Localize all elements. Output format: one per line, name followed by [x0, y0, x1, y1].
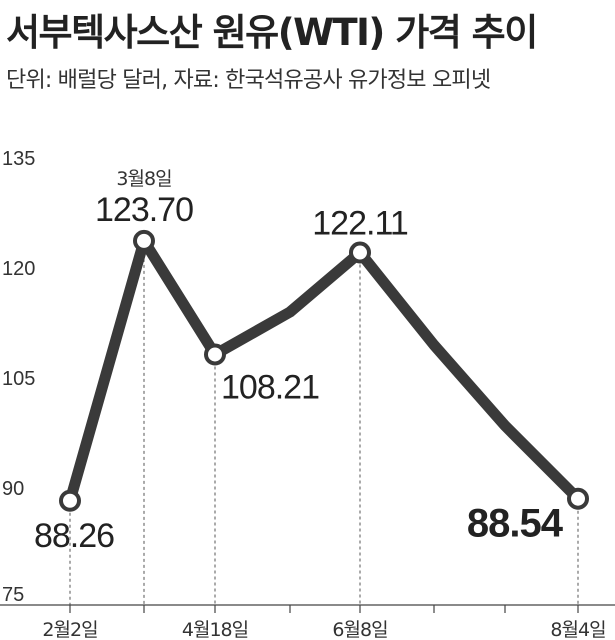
chart-subtitle: 단위: 배럴당 달러, 자료: 한국석유공사 유가정보 오피넷: [6, 68, 491, 93]
value-label: 88.26: [34, 517, 114, 555]
x-tick-label: 8월4일: [550, 619, 605, 640]
value-label: 122.11: [312, 205, 408, 243]
x-tick-label: 4월18일: [182, 619, 248, 640]
date-label: 3월8일: [116, 168, 171, 190]
value-label: 108.21: [221, 368, 319, 406]
point-marker: [567, 487, 589, 510]
x-tick-label: 6월8일: [332, 619, 387, 640]
point-marker: [204, 343, 226, 366]
point-marker: [349, 241, 371, 264]
series-lines: [64, 235, 584, 507]
guide-lines: [69, 240, 579, 605]
chart-title: 서부텍사스산 원유(WTI) 가격 추이: [6, 11, 538, 54]
y-tick-label: 120: [2, 258, 35, 280]
value-label: 123.70: [95, 191, 193, 229]
y-axis: 135 120 105 90 75: [2, 148, 35, 606]
y-tick-label: 90: [2, 478, 24, 500]
x-tick-label: 2월2일: [42, 619, 97, 640]
series-line: [64, 235, 584, 507]
point-markers: [59, 229, 589, 512]
y-tick-label: 75: [2, 584, 24, 606]
y-tick-label: 105: [2, 368, 35, 390]
y-tick-label: 135: [2, 148, 35, 170]
point-marker: [133, 229, 155, 252]
value-label: 88.54: [467, 502, 564, 546]
x-axis: 2월2일 4월18일 6월8일 8월4일: [0, 604, 615, 640]
point-marker: [59, 489, 81, 512]
